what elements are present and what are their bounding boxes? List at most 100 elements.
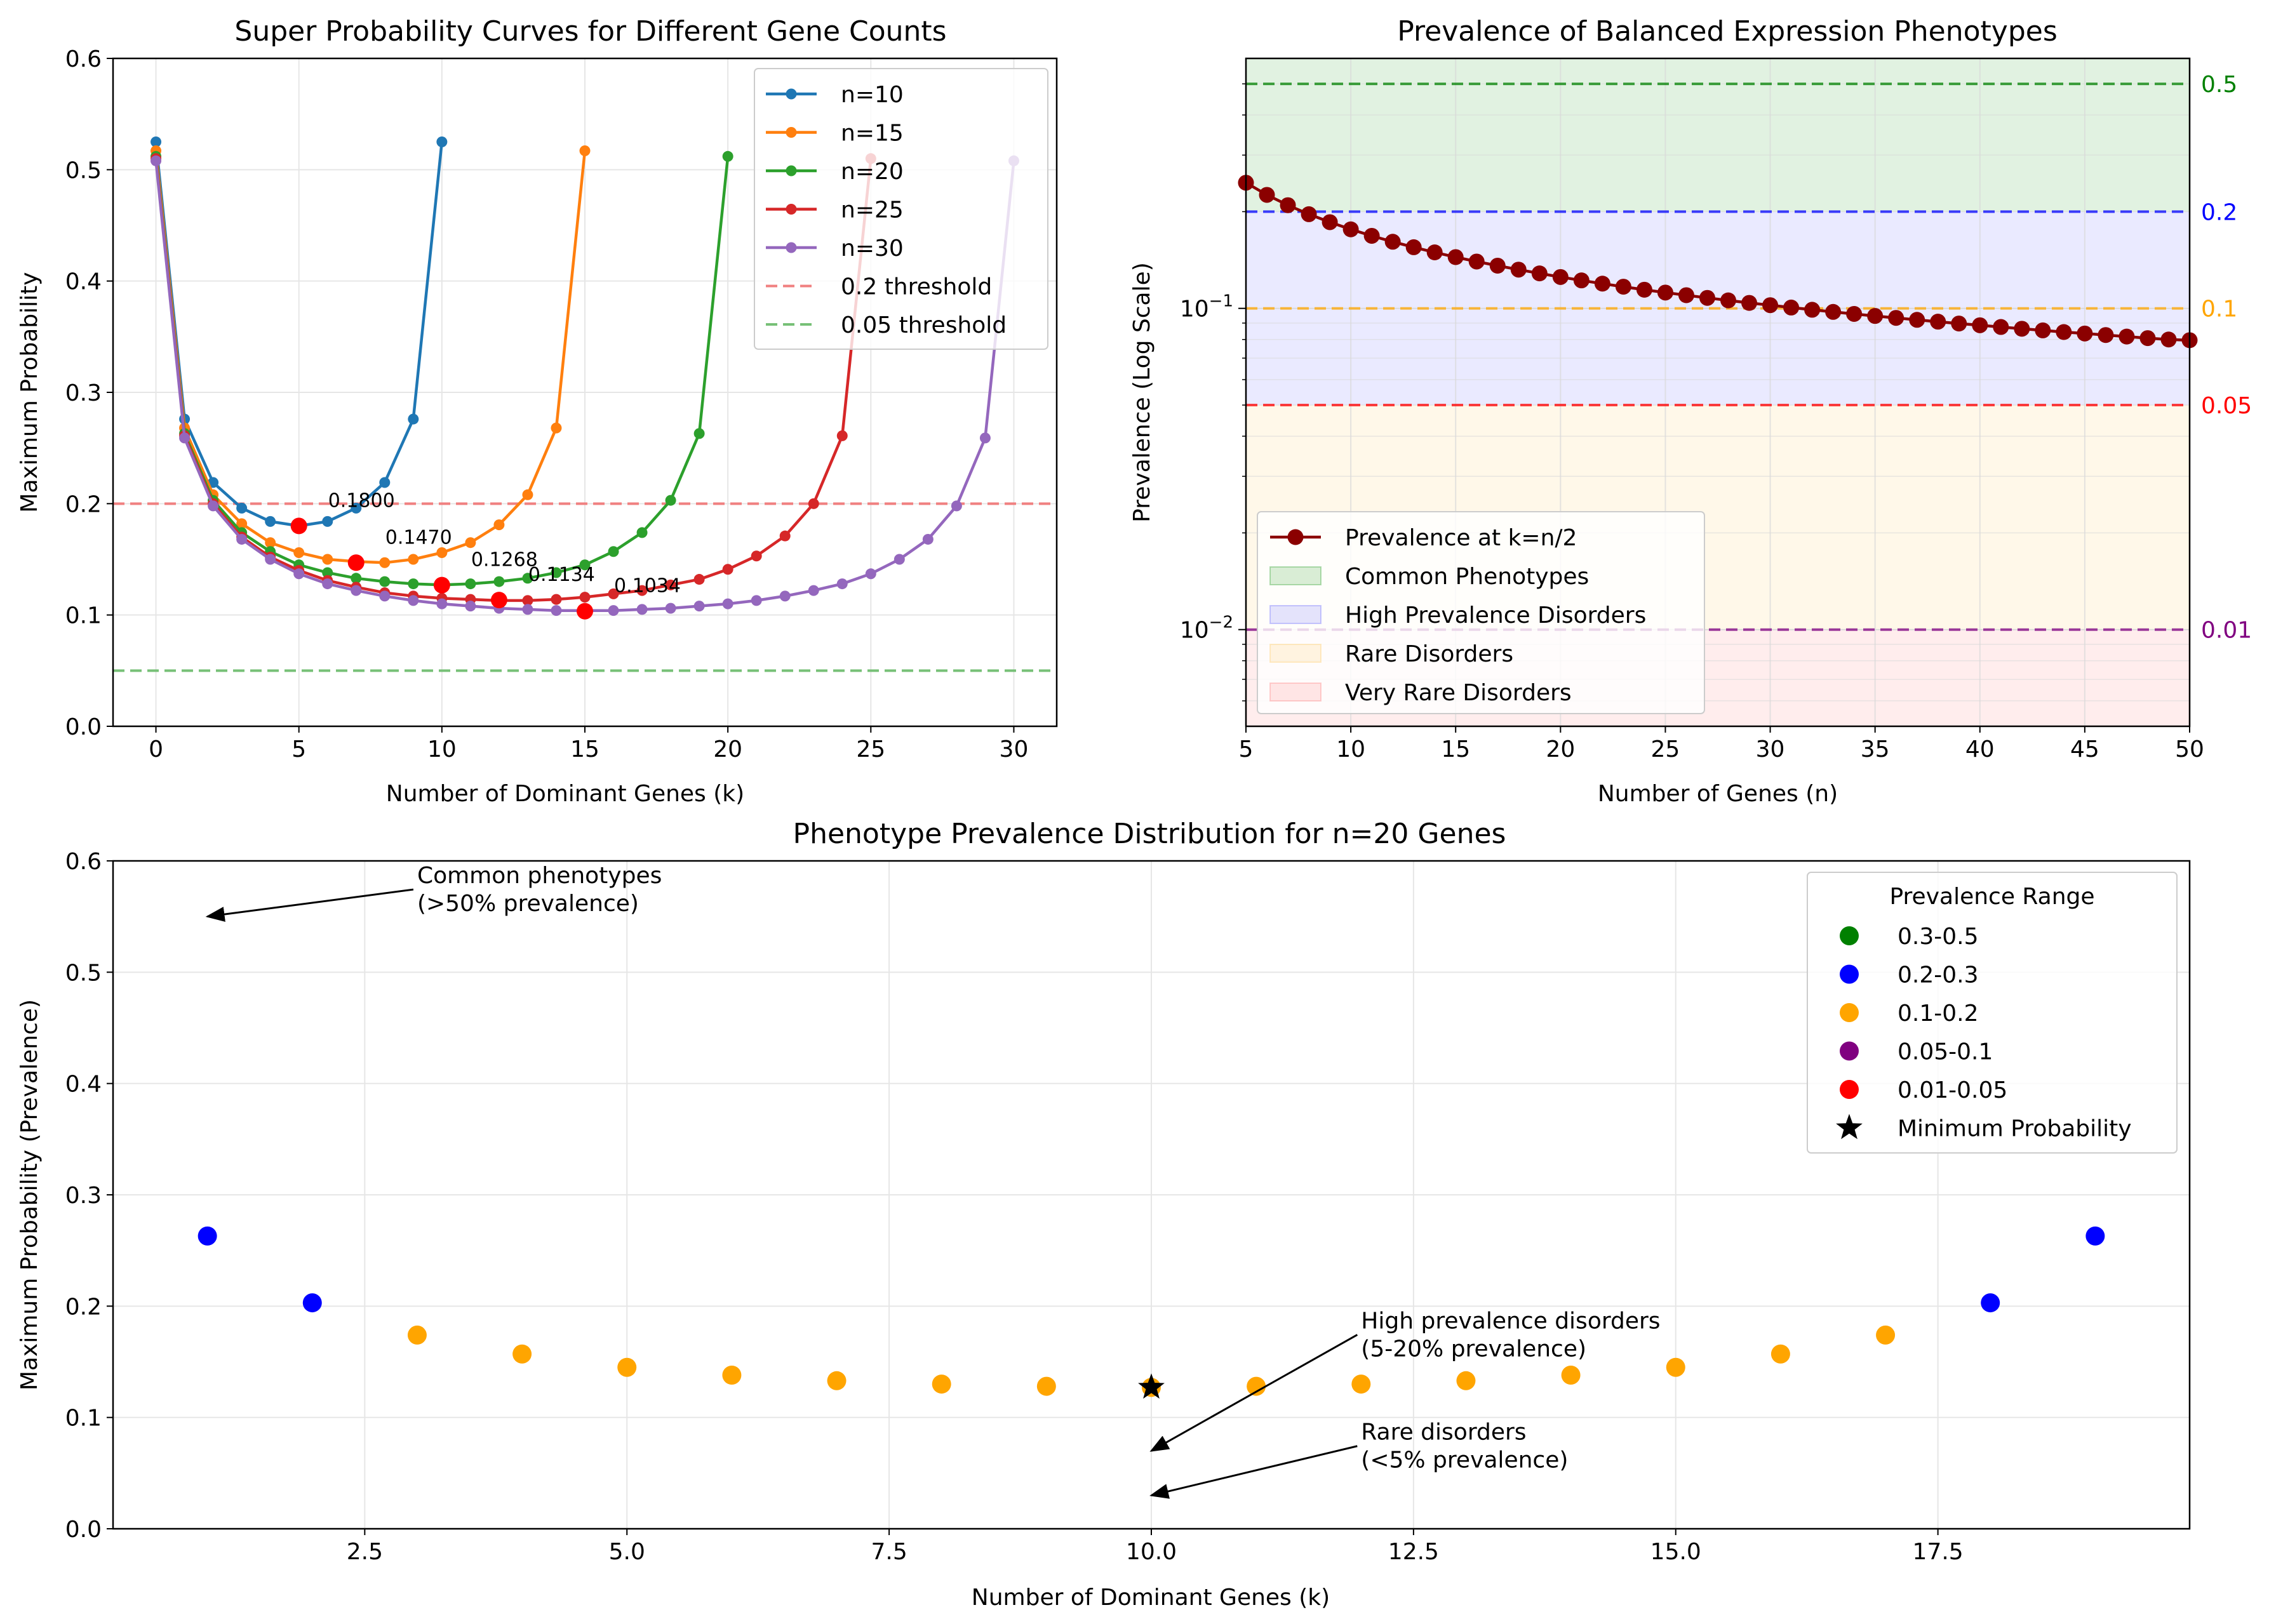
- chart-3-legend-marker-star: [1836, 1114, 1863, 1140]
- chart-3-data-point: [1876, 1325, 1896, 1345]
- chart-3-data-point: [1561, 1366, 1581, 1385]
- chart-2-legend-label: Very Rare Disorders: [1345, 680, 1572, 706]
- chart-1-data-point-n-20: [579, 559, 591, 571]
- chart-2-title: Prevalence of Balanced Expression Phenot…: [1397, 15, 2058, 48]
- chart-1-data-point-n-30: [894, 554, 905, 565]
- chart-1-legend-label: 0.2 threshold: [841, 274, 992, 300]
- chart-3-legend-label: 0.2-0.3: [1898, 962, 1979, 988]
- chart-3-x-tick-label: 15.0: [1650, 1539, 1701, 1565]
- chart-3-x-axis-label: Number of Dominant Genes (k): [972, 1585, 1330, 1611]
- chart-2-data-point: [1531, 265, 1548, 282]
- chart-2-band-common-phenotypes: [1246, 58, 2190, 212]
- chart-3-annotation-text: (5-20% prevalence): [1361, 1336, 1586, 1362]
- chart-2-data-point: [2139, 330, 2156, 347]
- chart-3-legend: Prevalence Range 0.3-0.5 0.2-0.3 0.1-0.2 0.…: [1807, 872, 2178, 1154]
- chart-3-x-tick-label: 12.5: [1388, 1539, 1439, 1565]
- chart-1-data-point-n-15: [265, 537, 276, 549]
- chart-3-title: Phenotype Prevalence Distribution for n=…: [793, 818, 1506, 850]
- chart-3-annotation-text: High prevalence disorders: [1361, 1308, 1660, 1334]
- chart-1-data-point-n-20: [493, 576, 505, 587]
- chart-2-data-point: [1762, 297, 1779, 314]
- chart-3-annotation-text: Rare disorders: [1361, 1420, 1526, 1446]
- chart-1-threshold-lines: [113, 502, 1057, 672]
- chart-1-data-point-n-30: [779, 590, 791, 602]
- chart-3-x-tick-label: 10.0: [1126, 1539, 1177, 1565]
- chart-2-data-point: [1783, 299, 1800, 316]
- chart-1-data-point-n-30: [922, 533, 934, 545]
- chart-1-minimum-marker: [577, 602, 593, 620]
- chart-1-data-point-n-30: [522, 604, 533, 615]
- chart-2-reference-label: 0.2: [2201, 199, 2237, 225]
- chart-1-x-tick-label: 15: [570, 736, 599, 762]
- chart-1-data-point-n-30: [808, 585, 819, 596]
- chart-1-x-tick-label: 5: [291, 736, 306, 762]
- chart-1-data-point-n-20: [608, 546, 619, 557]
- chart-1-data-point-n-30: [436, 598, 448, 609]
- chart-2-legend-swatch-high-prevalence-disorders: [1269, 605, 1322, 624]
- chart-2-legend-swatch-rare-disorders: [1269, 644, 1322, 663]
- chart-3-x-tick-label: 7.5: [871, 1539, 907, 1565]
- chart-1-data-point-n-10: [408, 413, 419, 425]
- chart-1-minimum-marker: [490, 592, 507, 609]
- chart-2-data-point: [2160, 331, 2177, 348]
- chart-1-data-point-n-15: [322, 554, 333, 565]
- chart-2-legend-label: Common Phenotypes: [1345, 564, 1589, 590]
- chart-1-minimum-label: 0.1470: [385, 526, 452, 549]
- chart-2-x-tick-label: 10: [1336, 736, 1365, 762]
- chart-1-data-point-n-20: [408, 578, 419, 590]
- chart-2-data-point: [1951, 316, 1967, 332]
- chart-3-legend-title: Prevalence Range: [1889, 884, 2094, 910]
- chart-2-legend: Prevalence at k=n/2 Common Phenotypes High…: [1257, 511, 1705, 714]
- chart-3-data-point: [1351, 1374, 1371, 1394]
- chart-1-legend-marker-n-20: [786, 165, 797, 176]
- chart-2-reference-label: 0.01: [2201, 618, 2252, 644]
- chart-2-data-point: [1615, 279, 1631, 295]
- chart-1-y-tick-label: 0.0: [65, 714, 102, 740]
- chart-1-data-point-n-15: [436, 547, 448, 558]
- chart-2-x-tick-label: 35: [1861, 736, 1890, 762]
- chart-1-data-point-n-30: [951, 500, 962, 512]
- chart-2-x-axis-label: Number of Genes (n): [1598, 781, 1838, 807]
- chart-1-data-point-n-25: [665, 579, 676, 590]
- chart-1-data-point-n-20: [322, 567, 333, 578]
- chart-2-y-axis: 10−1 10−2: [1180, 83, 1246, 702]
- chart-3-data-point: [407, 1325, 427, 1345]
- chart-1-minimum-label: 0.1034: [614, 575, 681, 597]
- chart-1-data-point-n-30: [979, 432, 991, 444]
- chart-2-x-tick-label: 40: [1965, 736, 1995, 762]
- chart-super-probability-curves: Super Probability Curves for Different G…: [17, 15, 1058, 807]
- chart-2-data-point: [1825, 303, 1842, 320]
- chart-2-data-point: [1699, 290, 1715, 306]
- chart-2-legend-label: High Prevalence Disorders: [1345, 602, 1646, 629]
- chart-2-x-axis: 5 10 15 20 25 30 35 40 45 50: [1239, 726, 2204, 762]
- chart-1-data-point-n-30: [665, 602, 676, 614]
- chart-1-data-point-n-25: [636, 585, 648, 596]
- chart-1-y-tick-label: 0.1: [65, 603, 102, 629]
- chart-1-data-point-n-30: [608, 605, 619, 616]
- chart-1-data-point-n-20: [665, 495, 676, 506]
- chart-1-data-point-n-30: [465, 601, 476, 612]
- chart-1-y-tick-label: 0.2: [65, 491, 102, 517]
- chart-1-data-point-n-15: [293, 547, 305, 558]
- chart-2-data-point: [1741, 295, 1758, 311]
- chart-3-annotation-arrow: [1149, 1334, 1358, 1452]
- chart-3-data-point: [1456, 1371, 1476, 1390]
- chart-1-data-point-n-30: [751, 595, 762, 606]
- chart-2-x-tick-label: 25: [1651, 736, 1680, 762]
- chart-2-legend-swatch-common-phenotypes: [1269, 566, 1322, 585]
- chart-3-legend-frame: [1807, 872, 2178, 1154]
- chart-1-minimum-label: 0.1134: [528, 564, 595, 586]
- chart-1-data-point-n-30: [208, 500, 219, 512]
- chart-1-data-point-n-30: [293, 568, 305, 580]
- chart-2-x-tick-label: 5: [1239, 736, 1254, 762]
- chart-2-reference-label: 0.1: [2201, 296, 2237, 323]
- chart-3-data-point: [512, 1344, 532, 1364]
- chart-3-x-axis: 2.5 5.0 7.5 10.0 12.5 15.0 17.5: [347, 1529, 1964, 1565]
- chart-1-legend-marker-n-30: [786, 242, 797, 253]
- chart-2-x-tick-label: 50: [2175, 736, 2204, 762]
- chart-3-x-tick-label: 5.0: [609, 1539, 645, 1565]
- chart-1-data-point-n-15: [408, 554, 419, 565]
- chart-3-x-tick-label: 2.5: [347, 1539, 383, 1565]
- chart-1-data-point-n-25: [836, 430, 848, 441]
